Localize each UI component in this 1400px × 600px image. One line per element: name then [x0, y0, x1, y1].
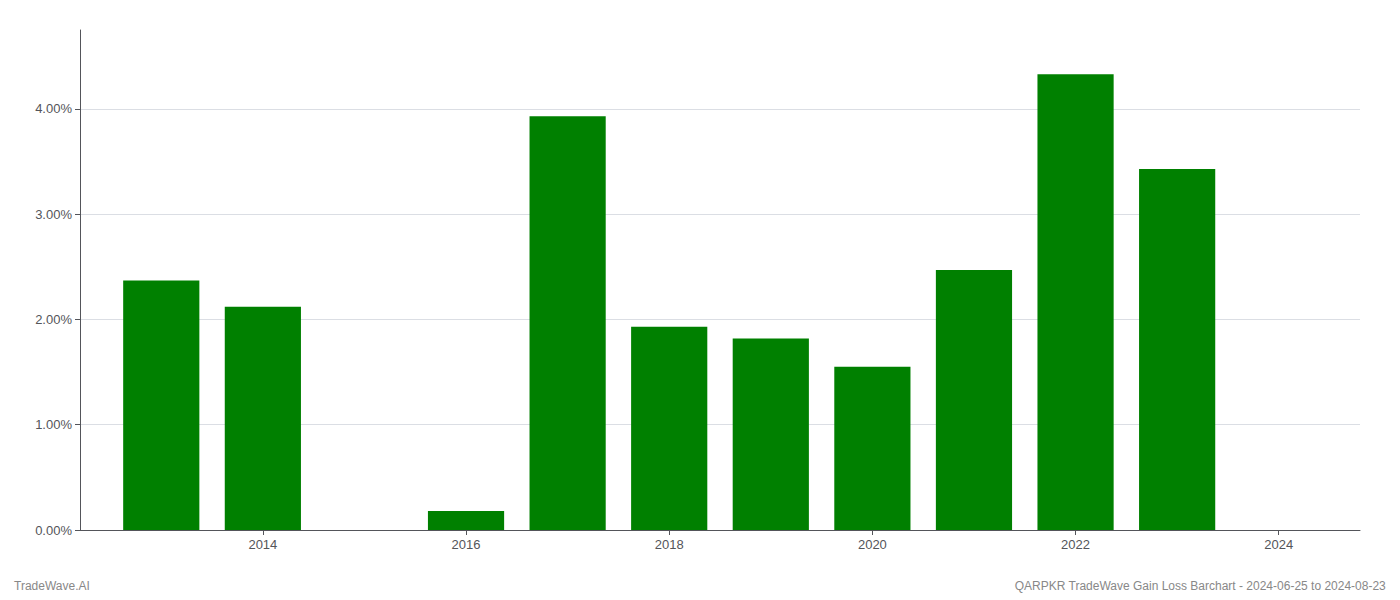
- svg-text:QARPKR TradeWave Gain Loss Bar: QARPKR TradeWave Gain Loss Barchart - 20…: [1015, 579, 1386, 593]
- svg-text:2.00%: 2.00%: [35, 312, 72, 327]
- svg-text:TradeWave.AI: TradeWave.AI: [14, 579, 90, 593]
- svg-text:1.00%: 1.00%: [35, 417, 72, 432]
- svg-text:2020: 2020: [858, 537, 887, 552]
- svg-text:2018: 2018: [655, 537, 684, 552]
- svg-text:2024: 2024: [1264, 537, 1293, 552]
- svg-text:2016: 2016: [452, 537, 481, 552]
- svg-text:0.00%: 0.00%: [35, 523, 72, 538]
- svg-text:4.00%: 4.00%: [35, 101, 72, 116]
- svg-text:3.00%: 3.00%: [35, 207, 72, 222]
- svg-text:2014: 2014: [248, 537, 277, 552]
- svg-text:2022: 2022: [1061, 537, 1090, 552]
